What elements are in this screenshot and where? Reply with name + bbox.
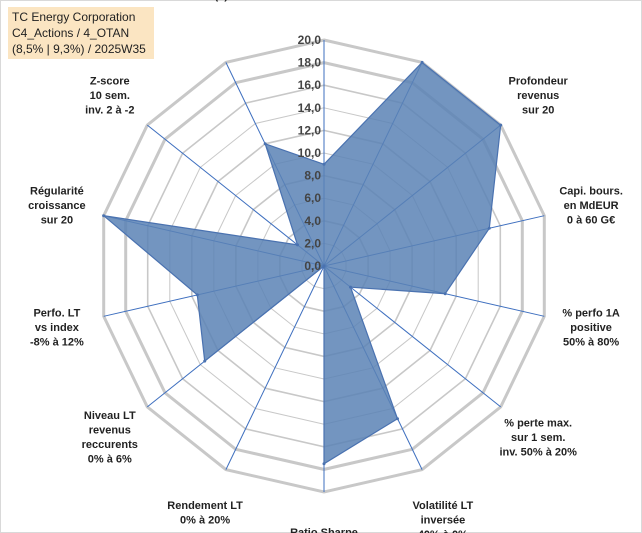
title-company: TC Energy Corporation <box>12 10 136 24</box>
category-label: Perfo. LT vs index -8% à 12% <box>30 308 84 349</box>
radial-tick-labels: 0,0 2,0 4,0 6,0 8,0 10,0 12,0 14,0 16,0 18,0 20,0 <box>298 33 322 273</box>
tick-label: 4,0 <box>304 214 321 228</box>
data-point <box>322 462 326 466</box>
axis-spoke <box>146 124 325 267</box>
data-point <box>102 214 106 218</box>
title-category: C4_Actions / 4_OTAN <box>12 26 130 40</box>
category-label-line: Ratio Sharpe <box>290 527 358 533</box>
category-label-line: Régularité <box>30 186 84 198</box>
category-label-line: 50% à 80% <box>563 337 619 349</box>
tick-label: 20,0 <box>298 33 322 47</box>
series-layer <box>101 60 503 466</box>
category-label: % perfo 1A positive 50% à 80% <box>562 308 620 349</box>
category-label: Profondeur revenus sur 20 <box>509 76 569 117</box>
data-point <box>195 293 199 297</box>
axis-spoke <box>323 265 502 408</box>
chart-title-box: TC Energy Corporation C4_Actions / 4_OTA… <box>8 7 154 59</box>
category-label: Régularité croissance sur 20 <box>28 186 85 227</box>
tick-label: 14,0 <box>298 101 322 115</box>
category-label-line: croissance <box>28 200 85 212</box>
data-point <box>263 142 267 146</box>
title-period: (8,5% | 9,3%) / 2025W35 <box>12 42 146 56</box>
category-label: % perte max. sur 1 sem. inv. 50% à 20% <box>499 417 577 458</box>
category-label: Capi. bours. en MdEUR 0 à 60 G€ <box>559 186 623 227</box>
data-point <box>420 60 424 64</box>
category-label: Profondeurhistoriquesur 20 <box>413 0 473 2</box>
category-label-line: 40% à 0% <box>418 529 468 533</box>
category-label-line: Profondeur <box>509 76 569 88</box>
category-label-line: Perfo. LT <box>33 308 80 320</box>
category-label-line: 0% à 20% <box>180 514 230 526</box>
category-label: Volatilité LT inversée 40% à 0% <box>413 500 474 533</box>
data-point <box>322 162 326 166</box>
data-point <box>203 359 207 363</box>
category-label-line: -8% à 12% <box>30 337 84 349</box>
category-label-line: sur 20 <box>522 105 554 117</box>
tick-label: 6,0 <box>304 191 321 205</box>
category-label-line: inversée <box>421 514 466 526</box>
category-label-line: Vente (0) <box>182 0 228 2</box>
category-label-line: % perte max. <box>504 417 572 429</box>
category-label-line: Z-score <box>90 76 130 88</box>
category-label: Rendement LT 0% à 20% <box>167 500 243 527</box>
category-label-line: positive <box>570 322 612 334</box>
tick-label: 2,0 <box>304 236 321 250</box>
category-label-line: % perfo 1A <box>562 308 620 320</box>
tick-label: 18,0 <box>298 56 322 70</box>
category-label-line: revenus <box>89 425 131 437</box>
category-label-line: 10 sem. <box>90 90 130 102</box>
category-label-line: reccurents <box>82 439 138 451</box>
tick-label: 12,0 <box>298 123 322 137</box>
category-label-line: 0% à 6% <box>88 454 132 466</box>
category-label-line: Volatilité LT <box>413 500 474 512</box>
data-point <box>443 292 447 296</box>
category-label-line: en MdEUR <box>564 200 619 212</box>
category-label-line: Capi. bours. <box>559 186 623 198</box>
data-point <box>296 243 299 247</box>
category-label: Z-score 10 sem. inv. 2 à -2 <box>85 76 134 117</box>
category-label-line: sur 20 <box>41 215 73 227</box>
tick-label: 16,0 <box>298 78 322 92</box>
category-label-line: vs index <box>35 322 80 334</box>
category-label-line: Rendement LT <box>167 500 243 512</box>
data-point <box>349 285 352 289</box>
category-label: Ratio Sharpe0 à 1 <box>290 527 358 533</box>
category-label: Niveau LT revenus reccurents 0% à 6% <box>82 410 138 466</box>
category-label: MomentumAchat (20) /Vente (0) <box>175 0 234 2</box>
category-label-line: inv. 2 à -2 <box>85 105 134 117</box>
category-label-line: Niveau LT <box>84 410 136 422</box>
axis-spoke <box>225 265 325 470</box>
data-point <box>487 226 491 230</box>
category-labels: NoteESG sur 20Profondeurhistoriquesur 20… <box>28 0 623 533</box>
category-label-line: sur 20 <box>427 0 459 2</box>
category-label-line: revenus <box>517 90 559 102</box>
tick-label: 0,0 <box>304 259 321 273</box>
tick-label: 8,0 <box>304 169 321 183</box>
data-point <box>499 123 503 127</box>
tick-label: 10,0 <box>298 146 322 160</box>
category-label-line: 0 à 60 G€ <box>567 215 615 227</box>
category-label-line: sur 1 sem. <box>511 432 565 444</box>
data-point <box>396 417 399 421</box>
category-label-line: inv. 50% à 20% <box>499 446 577 458</box>
data-point <box>322 264 326 268</box>
